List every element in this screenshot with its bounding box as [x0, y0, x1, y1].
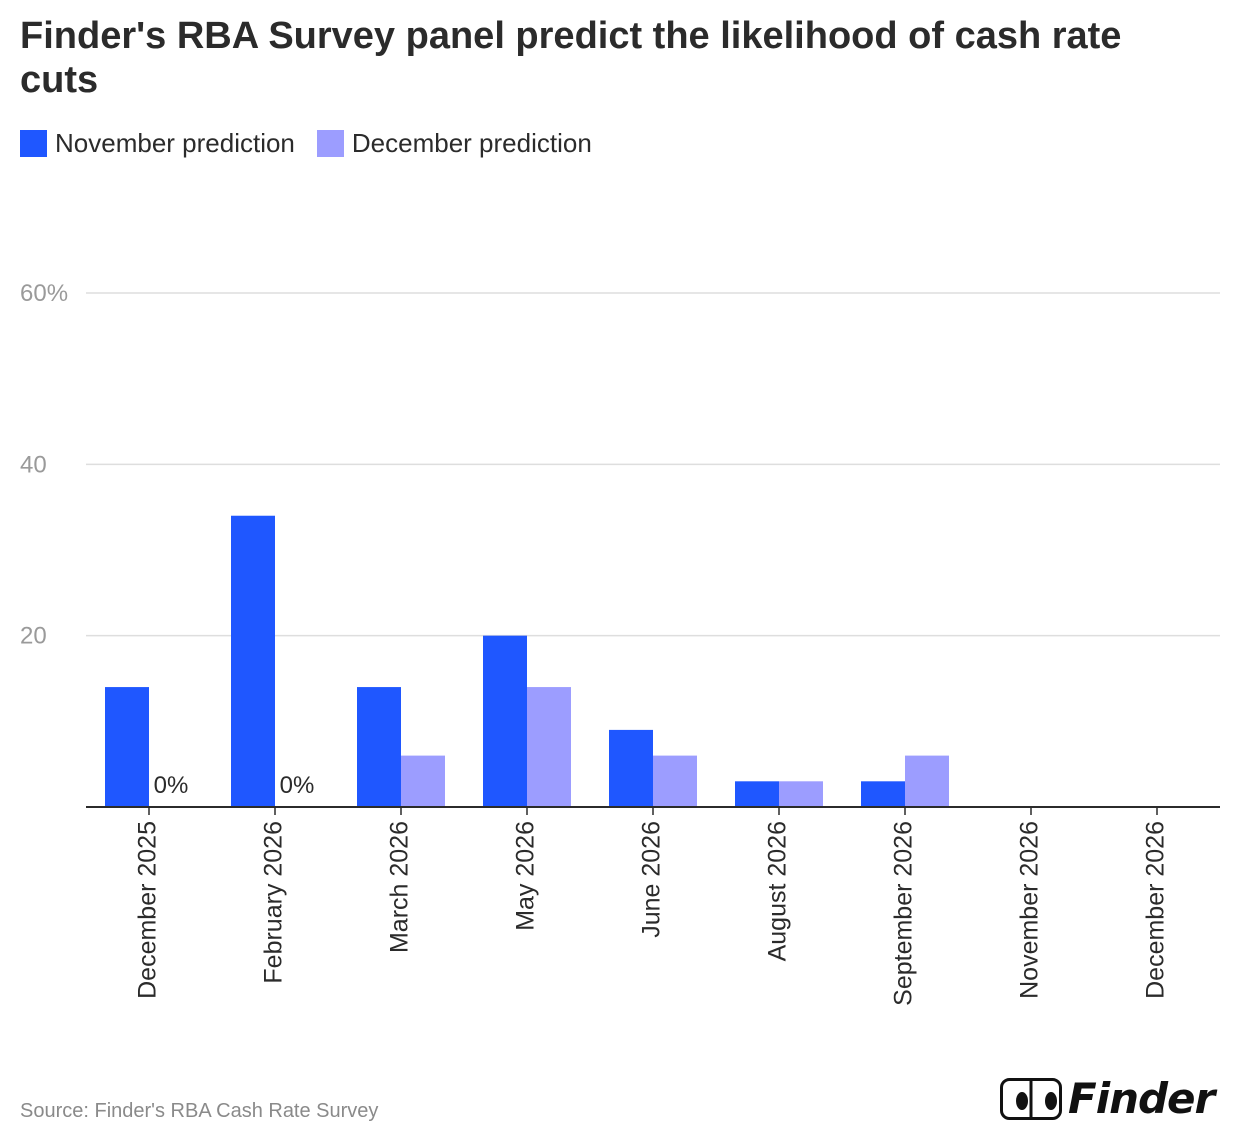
legend-swatch-december: [316, 130, 344, 157]
legend: November prediction December prediction: [20, 128, 592, 159]
bar-december: [527, 687, 571, 807]
x-tick-label: March 2026: [386, 821, 414, 953]
chart-title: Finder's RBA Survey panel predict the li…: [20, 15, 1122, 101]
x-tick-label: February 2026: [260, 821, 288, 984]
y-tick-label: 60%: [20, 280, 68, 307]
x-tick-label: May 2026: [512, 821, 540, 931]
bar-chart: 20 40 60% 0% 0% December 2025 February 2026 Mar…: [20, 280, 1220, 1006]
x-tick-label: June 2026: [638, 821, 666, 938]
bar-december: [653, 755, 697, 807]
bar-november: [231, 515, 275, 807]
finder-logo: Finder: [1000, 1074, 1215, 1123]
bar-december: [779, 781, 823, 807]
source-note: Source: Finder's RBA Cash Rate Survey: [20, 1100, 379, 1122]
legend-label-november: November prediction: [55, 128, 295, 158]
y-tick-label: 20: [20, 623, 47, 650]
x-tick-label: December 2026: [1142, 821, 1170, 999]
bar-november: [609, 729, 653, 807]
legend-item-december: December prediction: [316, 128, 592, 159]
eyes-icon: [1000, 1077, 1062, 1120]
x-tick-label: December 2025: [134, 821, 162, 999]
x-tick-label: November 2026: [1016, 821, 1044, 999]
bar-november: [483, 635, 527, 807]
legend-label-december: December prediction: [351, 128, 592, 158]
x-tick-label: September 2026: [890, 821, 918, 1006]
bar-november: [735, 781, 779, 807]
bar-november: [105, 687, 149, 807]
y-tick-label: 40: [20, 451, 47, 478]
zero-data-label: 0%: [154, 772, 189, 799]
zero-data-label: 0%: [280, 772, 315, 799]
x-tick-label: August 2026: [764, 821, 792, 961]
bar-november: [861, 781, 905, 807]
legend-item-november: November prediction: [20, 128, 295, 159]
bar-november: [357, 687, 401, 807]
brand-name: Finder: [1068, 1074, 1215, 1123]
bar-december: [905, 755, 949, 807]
bar-december: [401, 755, 445, 807]
legend-swatch-november: [20, 130, 47, 157]
